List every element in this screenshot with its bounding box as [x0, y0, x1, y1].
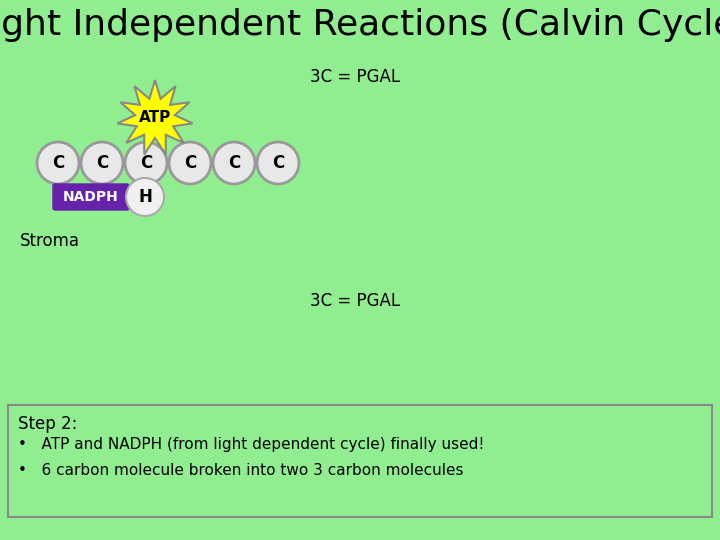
Text: NADPH: NADPH: [63, 190, 119, 204]
Text: 3C = PGAL: 3C = PGAL: [310, 292, 400, 310]
Circle shape: [126, 178, 164, 216]
Text: 3C = PGAL: 3C = PGAL: [310, 68, 400, 86]
Circle shape: [213, 142, 255, 184]
Circle shape: [257, 142, 299, 184]
Text: H: H: [138, 188, 152, 206]
Text: C: C: [272, 154, 284, 172]
Text: C: C: [52, 154, 64, 172]
Text: •   6 carbon molecule broken into two 3 carbon molecules: • 6 carbon molecule broken into two 3 ca…: [18, 463, 464, 478]
Text: Step 2:: Step 2:: [18, 415, 77, 433]
Text: C: C: [184, 154, 196, 172]
Circle shape: [169, 142, 211, 184]
Text: C: C: [96, 154, 108, 172]
Circle shape: [37, 142, 79, 184]
FancyBboxPatch shape: [8, 405, 712, 517]
Text: C: C: [228, 154, 240, 172]
Polygon shape: [117, 80, 193, 154]
Text: Stroma: Stroma: [20, 232, 80, 250]
Text: Light Independent Reactions (Calvin Cycle): Light Independent Reactions (Calvin Cycl…: [0, 8, 720, 42]
Circle shape: [125, 142, 167, 184]
Circle shape: [81, 142, 123, 184]
Text: C: C: [140, 154, 152, 172]
Text: •   ATP and NADPH (from light dependent cycle) finally used!: • ATP and NADPH (from light dependent cy…: [18, 437, 485, 452]
FancyBboxPatch shape: [53, 184, 129, 210]
Text: ATP: ATP: [139, 111, 171, 125]
